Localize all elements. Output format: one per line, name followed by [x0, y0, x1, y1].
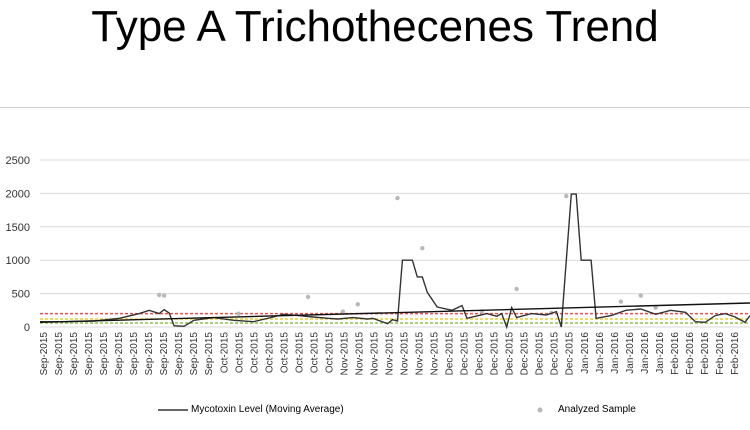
x-tick-label: Feb-2016 — [715, 332, 726, 375]
x-tick-label: Oct-2015 — [234, 332, 245, 374]
x-tick-label: Nov-2015 — [385, 332, 396, 376]
x-tick-label: Sep-2015 — [129, 332, 140, 376]
x-tick-label: Feb-2016 — [670, 332, 681, 375]
legend-point-swatch — [537, 407, 543, 413]
x-tick-label: Nov-2015 — [400, 332, 411, 376]
x-tick-label: Dec-2015 — [445, 332, 456, 376]
x-tick-label: Sep-2015 — [159, 332, 170, 376]
y-tick-label: 500 — [12, 289, 30, 301]
x-tick-label: Nov-2015 — [339, 332, 350, 376]
x-tick-label: Sep-2015 — [174, 332, 185, 376]
sample-point — [395, 195, 400, 201]
x-tick-label: Nov-2015 — [430, 332, 441, 376]
sample-points — [156, 193, 658, 316]
x-tick-label: Dec-2015 — [475, 332, 486, 376]
x-tick-label: Sep-2015 — [114, 332, 125, 376]
x-tick-label: Oct-2015 — [264, 332, 275, 374]
legend-marks — [158, 407, 543, 413]
x-tick-label: Oct-2015 — [279, 332, 290, 374]
x-tick-label: Oct-2015 — [249, 332, 260, 374]
x-tick-label: Sep-2015 — [189, 332, 200, 376]
x-tick-label: Jan-2016 — [595, 332, 606, 374]
chart-frame — [0, 107, 750, 426]
sample-point — [420, 245, 425, 251]
y-tick-label: 2500 — [6, 155, 30, 167]
x-tick-label: Dec-2015 — [565, 332, 576, 376]
sample-point — [653, 305, 658, 310]
x-tick-label: Dec-2015 — [550, 332, 561, 376]
x-tick-label: Nov-2015 — [370, 332, 381, 376]
x-tick-label: Oct-2015 — [324, 332, 335, 374]
x-tick-label: Feb-2016 — [730, 332, 741, 375]
y-tick-label: 2000 — [6, 188, 30, 200]
trend-line — [39, 302, 750, 323]
x-tick-label: Dec-2015 — [505, 332, 516, 376]
trend-layer — [39, 302, 750, 323]
y-tick-label: 0 — [24, 322, 30, 334]
sample-point — [618, 299, 624, 304]
chart-title: Type A Trichothecenes Trend — [91, 2, 659, 51]
x-tick-label: Oct-2015 — [219, 332, 230, 374]
x-tick-label: Jan-2016 — [580, 332, 591, 374]
y-axis-ticks: 0 500 1000 1500 2000 2500 — [6, 155, 30, 334]
x-tick-label: Feb-2016 — [700, 332, 711, 375]
x-tick-label: Sep-2015 — [204, 332, 215, 376]
x-tick-label: Oct-2015 — [294, 332, 305, 374]
x-tick-label: Dec-2015 — [490, 332, 501, 376]
x-tick-label: Jan-2016 — [640, 332, 651, 374]
x-tick-label: Sep-2015 — [99, 332, 110, 376]
grid-layer — [40, 159, 750, 328]
x-tick-label: Dec-2015 — [535, 332, 546, 376]
x-axis-ticks: Sep-2015 Sep-2015 Sep-2015 Sep-2015 Sep-2015… — [39, 332, 741, 376]
x-tick-label: Jan-2016 — [655, 332, 666, 374]
sample-point — [161, 293, 167, 298]
y-tick-label: 1000 — [6, 255, 30, 267]
x-tick-label: Sep-2015 — [144, 332, 155, 376]
x-tick-label: Jan-2016 — [625, 332, 636, 374]
sample-point — [236, 311, 241, 316]
reference-lines — [40, 312, 750, 324]
x-tick-label: Dec-2015 — [520, 332, 531, 376]
x-tick-label: Feb-2016 — [685, 332, 696, 375]
sample-point — [638, 293, 643, 298]
moving-average-line — [40, 193, 750, 330]
sample-point — [564, 193, 569, 199]
x-tick-label: Sep-2015 — [69, 332, 80, 376]
x-tick-label: Sep-2015 — [84, 332, 95, 376]
sample-point — [305, 294, 311, 300]
legend-point-label: Analyzed Sample — [558, 404, 636, 415]
x-tick-label: Nov-2015 — [354, 332, 365, 376]
x-tick-label: Oct-2015 — [309, 332, 320, 374]
x-tick-label: Nov-2015 — [415, 332, 426, 376]
sample-point — [514, 286, 519, 292]
sample-point — [355, 302, 360, 307]
legend-line-label: Mycotoxin Level (Moving Average) — [191, 404, 344, 415]
y-tick-label: 1500 — [6, 222, 30, 234]
sample-point — [156, 292, 162, 298]
x-tick-label: Dec-2015 — [460, 332, 471, 376]
moving-average-layer — [40, 193, 750, 330]
x-tick-label: Jan-2016 — [610, 332, 621, 374]
x-tick-label: Sep-2015 — [39, 332, 50, 376]
sample-point — [340, 309, 346, 314]
x-tick-label: Sep-2015 — [54, 332, 65, 376]
